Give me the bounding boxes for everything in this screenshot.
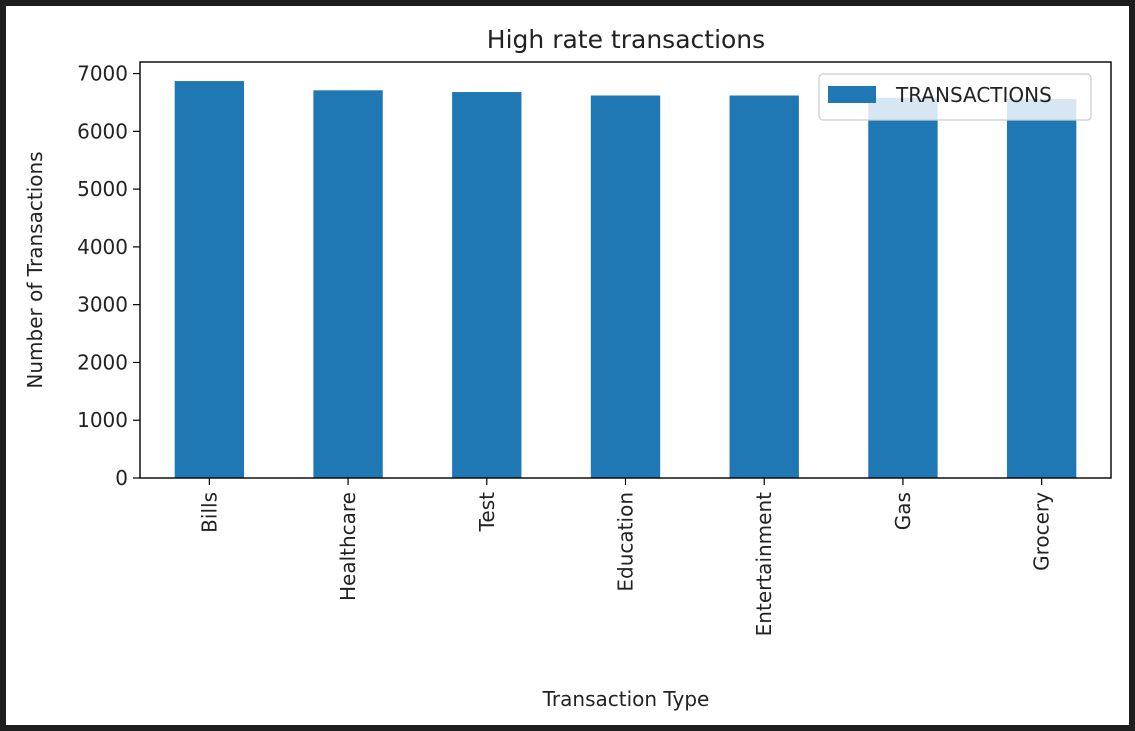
bar-chart: High rate transactions 0 1000 2000 3000 4000… <box>23 25 1112 711</box>
bar-bills <box>174 81 245 479</box>
bar-test <box>452 92 522 479</box>
legend-swatch <box>828 86 876 103</box>
chart-title: High rate transactions <box>487 25 765 54</box>
y-tick-label: 4000 <box>77 235 128 259</box>
bar-gas <box>868 97 938 479</box>
y-tick-label: 2000 <box>77 350 128 374</box>
x-tick-label: Gas <box>891 492 915 530</box>
bar-healthcare <box>313 90 383 479</box>
x-tick-label: Education <box>614 492 638 592</box>
legend-label: TRANSACTIONS <box>895 83 1052 107</box>
x-axis-label: Transaction Type <box>542 687 710 711</box>
chart-frame: High rate transactions 0 1000 2000 3000 4000… <box>6 6 1129 725</box>
y-tick-label: 7000 <box>77 62 128 86</box>
x-tick-label: Bills <box>197 492 221 533</box>
y-tick-label: 5000 <box>77 177 128 201</box>
plot-area-border <box>139 61 1112 479</box>
legend-box <box>818 73 1092 121</box>
y-axis-label: Number of Transactions <box>23 151 47 388</box>
bar-grocery <box>1006 98 1077 478</box>
x-tick-label: Entertainment <box>752 492 776 636</box>
bar-education <box>590 95 661 478</box>
y-axis: 0 1000 2000 3000 4000 5000 6000 7000 <box>77 62 140 490</box>
y-tick-label: 3000 <box>77 293 128 317</box>
x-tick-label: Healthcare <box>336 492 360 601</box>
y-tick-label: 6000 <box>77 119 128 143</box>
bars-layer <box>174 81 1077 479</box>
x-axis: Bills Healthcare Test Education Entertainmen… <box>197 478 1054 636</box>
legend: TRANSACTIONS <box>818 73 1092 121</box>
y-tick-label: 0 <box>115 466 128 490</box>
x-tick-label: Grocery <box>1030 492 1054 571</box>
bar-entertainment <box>729 95 799 478</box>
y-tick-label: 1000 <box>77 408 128 432</box>
x-tick-label: Test <box>475 492 499 533</box>
